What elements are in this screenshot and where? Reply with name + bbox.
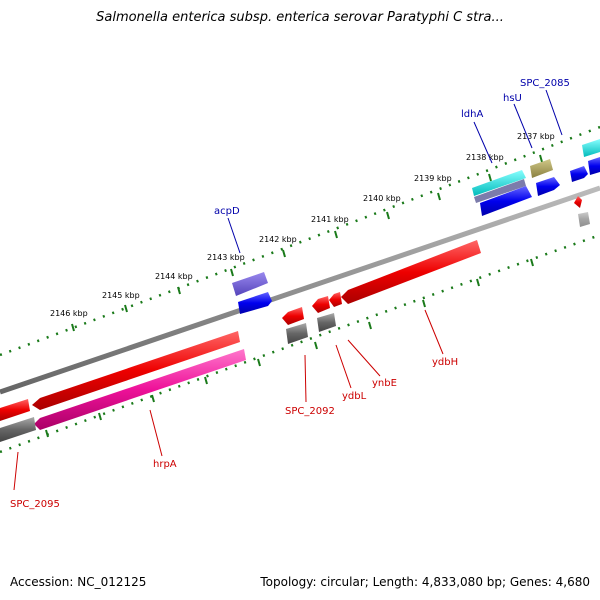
gene-blue-4[interactable] [570,166,588,182]
reverse-gene-labels: SPC_2095 hrpA SPC_2092 ydbL ynbE ydbH [10,357,458,510]
gene-acpD[interactable] [232,272,268,296]
tick-label-2138: 2138 kbp [466,153,504,162]
tick-label-2146: 2146 kbp [50,309,88,318]
reverse-strand-genes[interactable] [0,196,590,442]
kbp-labels: 2146 kbp 2145 kbp 2144 kbp 2143 kbp 2142… [50,132,555,318]
label-acpD: acpD [214,206,240,217]
accession-value: NC_012125 [77,575,147,589]
outer-tick-track [0,125,600,357]
gene-ldhA-shadow[interactable] [474,179,526,203]
major-ticks-inner [45,258,534,438]
major-ticks-outer [71,154,543,332]
gene-blue-5[interactable] [588,157,600,175]
label-ydbH: ydbH [432,357,458,368]
topology-info: Topology: circular; Length: 4,833,080 bp… [260,575,590,589]
label-SPC_2085: SPC_2085 [520,78,570,89]
tick-label-2139: 2139 kbp [414,174,452,183]
gene-red-small-1[interactable] [282,307,304,325]
map-title: Salmonella enterica subsp. enterica sero… [96,10,504,25]
tick-label-2145: 2145 kbp [102,291,140,300]
gene-hrpA[interactable] [34,349,246,430]
gene-blue-2[interactable] [480,186,532,216]
inner-tick-track [0,233,600,454]
gene-ldhA[interactable] [472,170,526,196]
label-SPC_2092: SPC_2092 [285,406,335,417]
gene-SPC_2092[interactable] [286,323,308,344]
gene-SPC_2095[interactable] [0,417,36,442]
label-hsU: hsU [503,93,522,104]
gene-blue-3[interactable] [536,177,560,196]
forward-strand-genes[interactable] [232,139,600,314]
tick-label-2137: 2137 kbp [517,132,555,141]
accession-info: Accession: NC_012125 [10,575,146,589]
tick-label-2143: 2143 kbp [207,253,245,262]
label-SPC_2095: SPC_2095 [10,499,60,510]
gene-ydbH[interactable] [341,240,481,304]
label-ydbL: ydbL [342,391,367,402]
label-hrpA: hrpA [153,459,177,470]
gene-ynbE[interactable] [329,292,342,307]
gene-ydbL[interactable] [317,313,336,332]
genome-backbone [0,185,600,395]
tick-label-2142: 2142 kbp [259,235,297,244]
forward-gene-labels: acpD ldhA hsU SPC_2085 [214,78,570,217]
tick-label-2141: 2141 kbp [311,215,349,224]
label-ldhA: ldhA [461,109,483,120]
gene-red-right-edge[interactable] [574,196,582,208]
accession-label: Accession: [10,575,74,589]
gene-blue-1[interactable] [238,292,272,314]
gene-grey-right-edge[interactable] [578,212,590,227]
label-leaders [13,89,563,491]
gene-SPC_2085[interactable] [582,139,600,157]
tick-label-2140: 2140 kbp [363,194,401,203]
gene-red-left-edge[interactable] [0,399,30,421]
gene-red-long-left[interactable] [32,331,240,410]
label-ynbE: ynbE [372,378,397,389]
gene-red-small-2[interactable] [312,296,330,313]
tick-label-2144: 2144 kbp [155,272,193,281]
gene-hsU[interactable] [530,159,553,178]
